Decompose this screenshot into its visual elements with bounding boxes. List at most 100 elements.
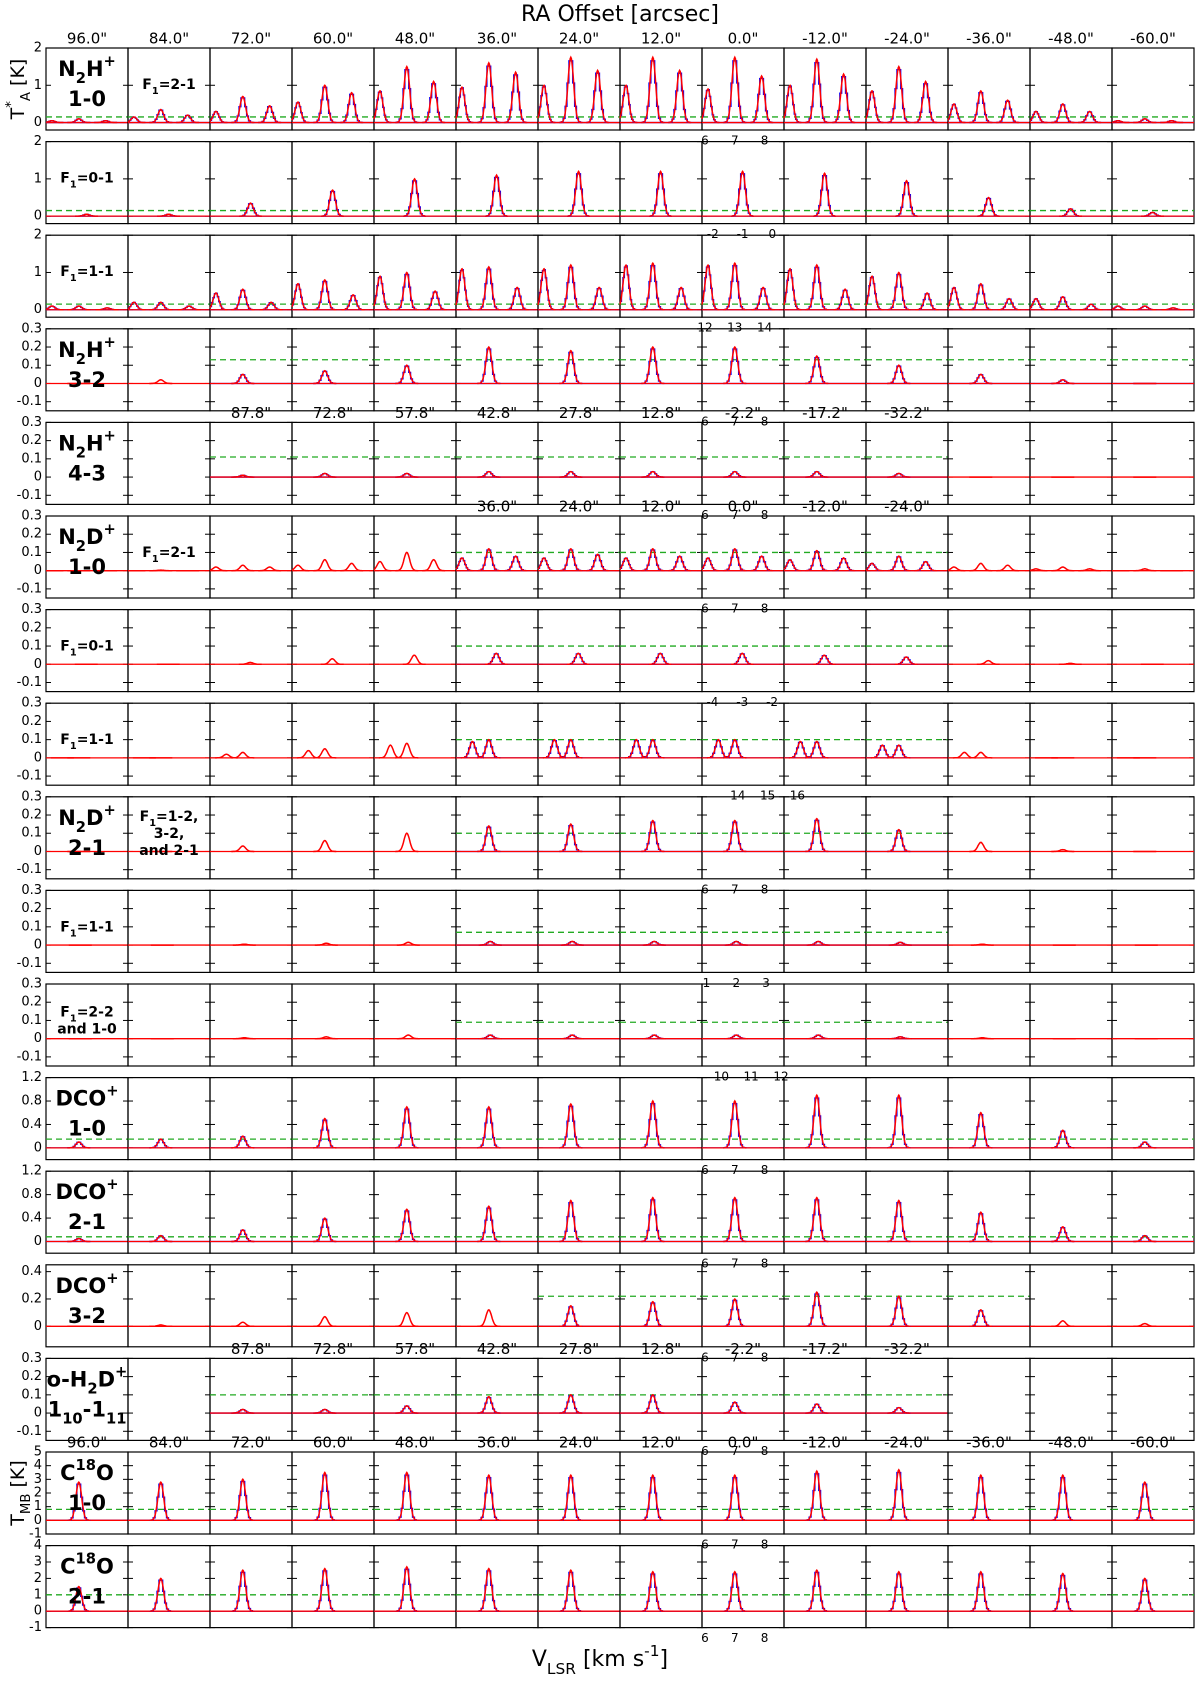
model-peak	[1051, 848, 1075, 853]
model-peak	[806, 1034, 830, 1040]
observed-peak	[477, 1108, 501, 1149]
model-peak	[149, 379, 173, 385]
model-peak	[1133, 305, 1157, 311]
model-peak	[915, 292, 939, 311]
column-header: 27.8"	[559, 404, 599, 422]
model-peak	[969, 1111, 993, 1149]
transition-label: 2-1	[68, 836, 106, 860]
model-peak	[870, 744, 894, 759]
column-header: 36.0"	[477, 1434, 517, 1452]
observed-peak	[477, 826, 501, 853]
observed-peak	[313, 1218, 337, 1243]
label-part: D	[86, 806, 103, 830]
panel	[455, 1357, 539, 1442]
model-peak	[258, 104, 282, 124]
model-peak	[560, 940, 584, 946]
model-peak	[887, 271, 911, 311]
model-peak	[559, 263, 583, 311]
observed-peak	[915, 293, 939, 311]
column-header: -36.0"	[966, 30, 1012, 48]
observed-peak	[805, 1403, 829, 1414]
label-part: 2-1	[68, 836, 106, 860]
model-peak	[812, 654, 836, 666]
panel	[1111, 983, 1195, 1067]
y-tick-label: -0.1	[17, 394, 42, 409]
panel	[1029, 1451, 1113, 1535]
model-peak	[887, 828, 911, 853]
label-part: D	[86, 525, 103, 549]
model-peak	[1133, 1322, 1157, 1328]
label-part: +	[103, 801, 115, 818]
observed-peak	[641, 1573, 665, 1612]
column-header: -24.0"	[884, 30, 930, 48]
model-peak	[969, 373, 993, 385]
label-part: 3-2	[68, 368, 106, 392]
model-peak	[340, 91, 364, 124]
panel	[455, 421, 539, 505]
observed-peak	[805, 1199, 829, 1243]
y-tick-label: -0.1	[17, 1424, 42, 1439]
observed-peak	[887, 1573, 911, 1612]
observed-peak	[586, 554, 610, 572]
model-peak	[296, 749, 320, 759]
velocity-tick-label: 8	[761, 1350, 769, 1364]
species-label: o-H2D+	[47, 1363, 128, 1397]
column-header: -48.0"	[1048, 30, 1094, 48]
panel	[537, 141, 621, 225]
panel	[619, 702, 703, 786]
model-peak	[559, 470, 583, 478]
model-peak	[231, 1229, 255, 1243]
y-tick-label: 0	[34, 657, 42, 672]
f-label: F1=2-1	[142, 77, 195, 97]
panel	[291, 1544, 375, 1629]
velocity-tick-label: 12	[773, 1070, 788, 1084]
label-part: +	[106, 1269, 118, 1286]
y-tick-label: 1	[34, 265, 42, 280]
observed-peak	[566, 653, 590, 665]
velocity-tick-label: 8	[761, 508, 769, 522]
model-peak	[67, 118, 91, 124]
label-part: =2-2	[77, 1005, 114, 1021]
model-peak	[320, 658, 344, 666]
label-part: N	[58, 57, 76, 81]
observed-peak	[641, 1477, 665, 1521]
y-tick-label: 0.2	[21, 620, 42, 635]
model-peak	[396, 1034, 420, 1040]
model-peak	[209, 566, 228, 572]
velocity-tick-label: 6	[701, 1444, 709, 1458]
panel	[209, 983, 293, 1067]
model-peak	[788, 740, 812, 759]
model-peak	[887, 364, 911, 385]
model-peak	[231, 845, 255, 853]
observed-peak	[231, 374, 255, 385]
label-part: N	[58, 525, 76, 549]
column-header: -2.2"	[725, 404, 761, 422]
observed-peak	[321, 190, 344, 217]
velocity-tick-label: 13	[727, 321, 742, 335]
y-tick-label: 0.4	[21, 1211, 42, 1226]
panel	[455, 328, 539, 412]
y-tick-label: 3	[34, 1555, 42, 1570]
model-peak	[969, 1211, 993, 1243]
y-tick-label: 0.8	[21, 1094, 42, 1109]
panel	[947, 1264, 1031, 1348]
panel	[291, 608, 375, 693]
model-peak	[559, 1102, 583, 1149]
label-part: 1	[70, 741, 77, 752]
observed-peak	[969, 374, 993, 385]
model-peak	[783, 84, 802, 124]
panel	[619, 515, 703, 599]
label-part: 18	[76, 1457, 96, 1474]
f-label: F1=2-2	[60, 1005, 113, 1025]
model-peak	[641, 1300, 665, 1328]
model-peak	[969, 1309, 993, 1328]
velocity-tick-label: 6	[701, 1538, 709, 1552]
y-tick-label: 0.2	[21, 433, 42, 448]
label-part: ]	[660, 1647, 669, 1672]
model-peak	[559, 738, 583, 759]
observed-peak	[751, 287, 775, 311]
panel	[947, 141, 1031, 225]
model-peak	[1051, 379, 1075, 385]
model-peak	[373, 90, 392, 124]
panel	[783, 515, 867, 599]
